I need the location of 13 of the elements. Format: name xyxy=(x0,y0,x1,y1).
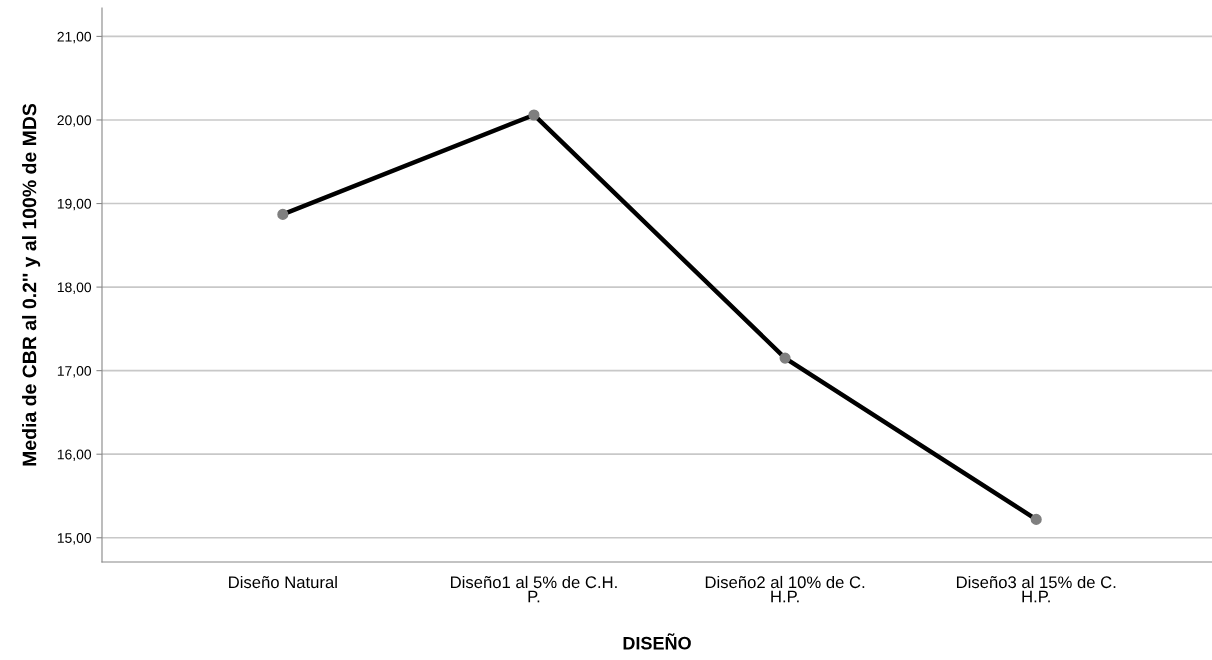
y-tick-label: 21,00 xyxy=(57,31,92,44)
x-axis-title: DISEÑO xyxy=(623,633,691,650)
y-tick-label: 17,00 xyxy=(57,365,92,378)
x-tick-label: Diseño2 al 10% de C. H.P. xyxy=(705,575,865,603)
x-tick-label: Diseño Natural xyxy=(229,575,337,589)
y-axis-title: Media de CBR al 0.2'' y al 100% de MDS xyxy=(22,103,41,466)
x-tick-label: Diseño3 al 15% de C. H.P. xyxy=(956,575,1116,603)
x-tick-label: Diseño1 al 5% de C.H. P. xyxy=(451,575,617,603)
y-tick-label: 15,00 xyxy=(57,533,92,545)
y-tick-label: 18,00 xyxy=(57,282,92,294)
y-tick-label: 19,00 xyxy=(57,198,92,211)
y-tick-label: 16,00 xyxy=(57,449,92,462)
y-tick-label: 20,00 xyxy=(57,115,92,127)
